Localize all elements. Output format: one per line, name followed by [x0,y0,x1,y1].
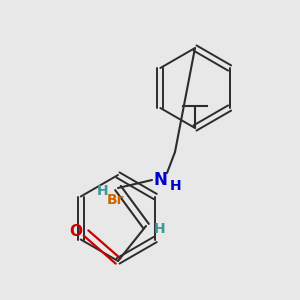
Text: H: H [154,222,166,236]
Text: H: H [170,179,182,193]
Text: O: O [70,224,83,238]
Text: Br: Br [107,193,125,207]
Text: N: N [153,171,167,189]
Text: H: H [97,184,109,198]
